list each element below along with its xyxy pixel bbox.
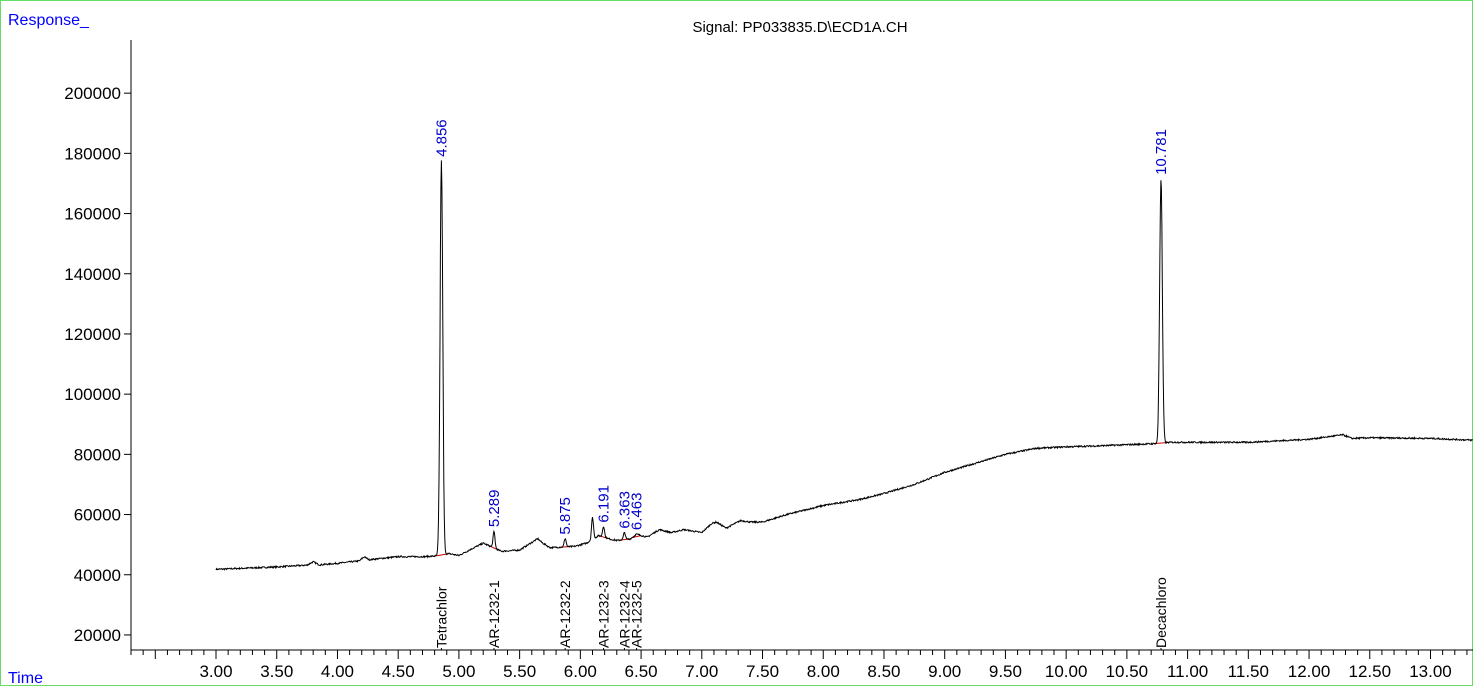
y-tick-label: 60000: [74, 506, 121, 525]
peak-label: 10.781: [1153, 129, 1170, 175]
y-tick-label: 180000: [64, 144, 121, 163]
x-tick-label: 12.00: [1288, 662, 1331, 681]
x-tick-label: 5.50: [503, 662, 536, 681]
y-tick-label: 140000: [64, 265, 121, 284]
y-tick-label: 80000: [74, 445, 121, 464]
peak-label: 6.191: [596, 485, 613, 523]
x-tick-label: 10.50: [1106, 662, 1149, 681]
x-tick-label: 3.00: [199, 662, 232, 681]
y-axis-label: Response_: [8, 12, 90, 29]
peak-label: 6.463: [629, 493, 646, 531]
x-tick-label: 6.50: [625, 662, 658, 681]
compound-label: Tetrachlor: [433, 586, 449, 648]
peak-label: 5.875: [557, 497, 574, 535]
y-tick-label: 20000: [74, 626, 121, 645]
x-tick-label: 11.00: [1167, 662, 1208, 681]
x-tick-label: 7.00: [685, 662, 718, 681]
peak-label: 5.289: [486, 490, 503, 528]
y-tick-label: 120000: [64, 325, 121, 344]
x-tick-label: 3.50: [260, 662, 293, 681]
y-tick-label: 40000: [74, 566, 121, 585]
x-tick-label: 6.00: [564, 662, 597, 681]
compound-label: AR-1232-2: [557, 580, 573, 648]
x-tick-label: 10.00: [1045, 662, 1088, 681]
compound-label: AR-1232-3: [596, 580, 612, 648]
y-tick-label: 200000: [64, 84, 121, 103]
compound-label: AR-1232-1: [486, 580, 502, 648]
x-tick-label: 8.00: [807, 662, 840, 681]
y-tick-label: 100000: [64, 385, 121, 404]
y-tick-label: 160000: [64, 205, 121, 224]
x-tick-label: 8.50: [867, 662, 900, 681]
x-tick-label: 11.50: [1228, 662, 1269, 681]
compound-label: Decachloro: [1153, 577, 1169, 648]
x-axis-label: Time: [8, 670, 43, 686]
peak-label: 4.856: [433, 119, 450, 157]
x-tick-label: 4.00: [321, 662, 354, 681]
x-tick-label: 4.50: [382, 662, 415, 681]
x-tick-label: 7.50: [746, 662, 779, 681]
chart-title: Signal: PP033835.D\ECD1A.CH: [692, 19, 907, 36]
compound-label: AR-1232-5: [629, 580, 645, 648]
x-tick-label: 9.00: [928, 662, 961, 681]
x-tick-label: 5.00: [442, 662, 475, 681]
x-tick-label: 12.50: [1348, 662, 1391, 681]
x-tick-label: 13.00: [1409, 662, 1452, 681]
x-tick-label: 9.50: [989, 662, 1022, 681]
